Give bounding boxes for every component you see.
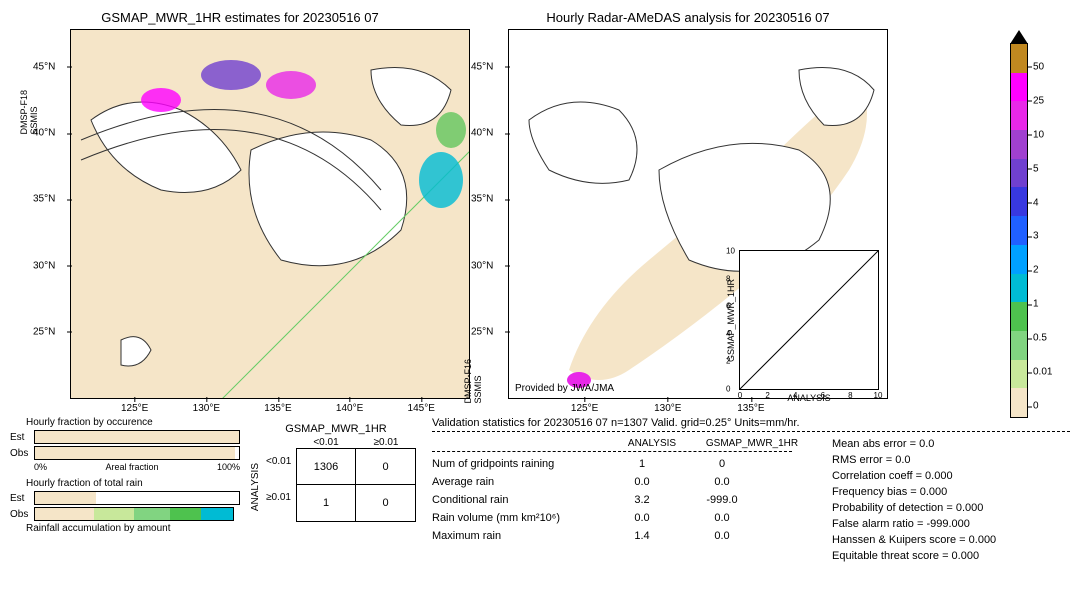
table-row: Conditional rain3.2-999.0 [432,494,802,506]
est-occ-bar [34,430,240,444]
bar-row: Est [10,430,240,444]
inset-diagonal [740,251,878,389]
contingency-row-headers: <0.01 ≥0.01 [266,443,291,515]
metrics-list: Mean abs error = 0.0 RMS error = 0.0 Corre… [832,438,996,566]
obs-accum-bar [34,507,234,521]
left-map-box: DMSP-F18SSMIS DMSP-F16SSMIS 45°N40°N35°N… [70,29,470,399]
metric-line: RMS error = 0.0 [832,454,996,466]
table-row: Num of gridpoints raining10 [432,458,802,470]
stats-divider [432,451,792,452]
bar-row: Est [10,491,240,505]
colorbar-arrow [1010,30,1028,44]
contingency-ylabel: ANALYSIS [250,463,261,511]
bar-row: Obs [10,507,240,521]
stats-column: Validation statistics for 20230516 07 n=… [432,417,1070,566]
axis-tick: 0% [34,462,47,472]
contingency-panel: GSMAP_MWR_1HR <0.01 ≥0.01 ANALYSIS <0.01… [256,423,416,522]
right-map-box: Provided by JWA/JMA ANALYSIS GSMAP_MWR_1… [508,29,888,399]
scatter-inset: ANALYSIS GSMAP_MWR_1HR 00224466881010 [739,250,879,390]
bar-label: Obs [10,448,34,459]
contingency-table: 1306 0 1 0 [296,448,416,522]
occurrence-title: Hourly fraction by occurence [26,417,240,428]
stats-title: Validation statistics for 20230516 07 n=… [432,417,1070,429]
metric-line: Equitable threat score = 0.000 [832,550,996,562]
provided-label: Provided by JWA/JMA [515,383,614,394]
contingency-col-headers: <0.01 ≥0.01 [296,437,416,448]
bar-axis: 0% Areal fraction 100% [34,462,240,472]
stats-header-row: ANALYSIS GSMAP_MWR_1HR [432,438,802,449]
contingency-title: GSMAP_MWR_1HR [256,423,416,435]
axis-tick: 100% [217,462,240,472]
cont-cell: 1 [297,485,356,521]
table-row: Maximum rain1.40.0 [432,530,802,542]
accum-title: Rainfall accumulation by amount [26,523,240,534]
obs-occ-bar [34,446,240,460]
left-map-title: GSMAP_MWR_1HR estimates for 20230516 07 [10,10,470,25]
top-row: GSMAP_MWR_1HR estimates for 20230516 07 [10,10,1070,399]
metric-line: Probability of detection = 0.000 [832,502,996,514]
cont-row-header: <0.01 [266,443,291,479]
inset-ylabel: GSMAP_MWR_1HR [726,251,736,389]
stats-table: ANALYSIS GSMAP_MWR_1HR Num of gridpoints… [432,438,802,566]
stats-col-header: ANALYSIS [602,438,702,449]
right-map-panel: Hourly Radar-AMeDAS analysis for 2023051… [488,10,888,399]
sat-label-f16: DMSP-F16SSMIS [463,359,483,404]
table-row: 1 0 [297,485,415,521]
metric-line: Hanssen & Kuipers score = 0.000 [832,534,996,546]
right-map-title: Hourly Radar-AMeDAS analysis for 2023051… [488,10,888,25]
table-row: Average rain0.00.0 [432,476,802,488]
metric-line: Frequency bias = 0.000 [832,486,996,498]
bar-row: Obs [10,446,240,460]
bar-label: Est [10,432,34,443]
metric-line: Correlation coeff = 0.000 [832,470,996,482]
bars-column: Hourly fraction by occurence Est Obs 0% … [10,417,240,536]
cont-row-header: ≥0.01 [266,479,291,515]
left-map-svg [71,30,469,398]
table-row: Rain volume (mm km²10⁶)0.00.0 [432,512,802,524]
inset-xlabel: ANALYSIS [740,393,878,403]
metric-line: False alarm ratio = -999.000 [832,518,996,530]
bottom-row: Hourly fraction by occurence Est Obs 0% … [10,417,1070,566]
bar-label: Est [10,493,34,504]
colorbar-strip: 00.010.512345102550 [1010,43,1028,418]
bar-label: Obs [10,509,34,520]
left-map-panel: GSMAP_MWR_1HR estimates for 20230516 07 [10,10,470,399]
stats-body: ANALYSIS GSMAP_MWR_1HR Num of gridpoints… [432,438,1070,566]
stats-col-header: GSMAP_MWR_1HR [702,438,802,449]
axis-tick: Areal fraction [105,462,158,472]
cont-cell: 0 [356,449,415,484]
cont-col-header: ≥0.01 [356,437,416,448]
est-tot-bar [34,491,240,505]
totalrain-title: Hourly fraction of total rain [26,478,240,489]
metric-line: Mean abs error = 0.0 [832,438,996,450]
colorbar: 00.010.512345102550 [1010,30,1070,418]
cont-cell: 0 [356,485,415,521]
table-row: 1306 0 [297,449,415,485]
stats-divider [432,431,1070,432]
cont-col-header: <0.01 [296,437,356,448]
cont-cell: 1306 [297,449,356,484]
